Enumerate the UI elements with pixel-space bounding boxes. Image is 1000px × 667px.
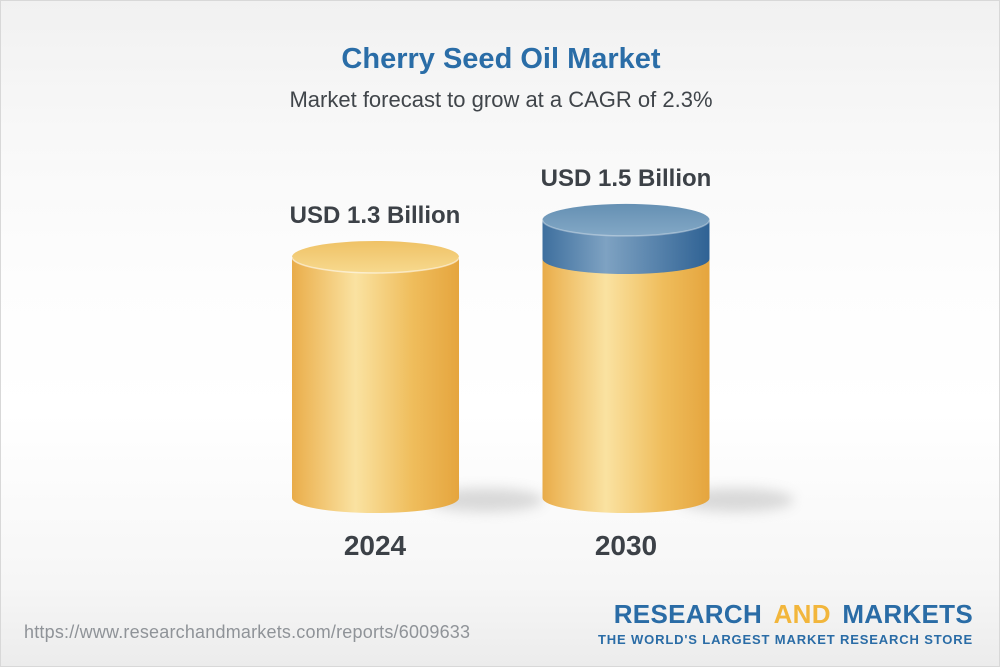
bar-category-2030: 2030: [594, 530, 658, 561]
logo-word-markets: MARKETS: [842, 599, 973, 629]
chart-title: Cherry Seed Oil Market: [341, 43, 661, 75]
logo-word-research: RESEARCH: [613, 599, 763, 629]
cylinder-top-2024: [292, 240, 459, 273]
bar-category-2024: 2024: [343, 530, 407, 561]
bar-value-label-2024: USD 1.3 Billion: [289, 202, 461, 229]
logo-wordmark: RESEARCH AND MARKETS: [598, 601, 973, 627]
report-url: https://www.researchandmarkets.com/repor…: [24, 622, 471, 642]
logo-word-and: AND: [773, 599, 831, 629]
cylinder-top-2030: [542, 203, 710, 236]
bar-value-label-2030: USD 1.5 Billion: [540, 165, 712, 192]
researchandmarkets-logo: RESEARCH AND MARKETS THE WORLD'S LARGEST…: [598, 601, 973, 647]
cylinder-body-2024: [292, 256, 459, 513]
cylinder-body-2030: [542, 258, 710, 513]
chart-subtitle: Market forecast to grow at a CAGR of 2.3…: [289, 87, 713, 112]
cylinder-rim-highlight-2030: [541, 219, 711, 237]
cylinder-rim-highlight-2024: [291, 256, 460, 274]
logo-tagline: THE WORLD'S LARGEST MARKET RESEARCH STOR…: [598, 632, 973, 647]
